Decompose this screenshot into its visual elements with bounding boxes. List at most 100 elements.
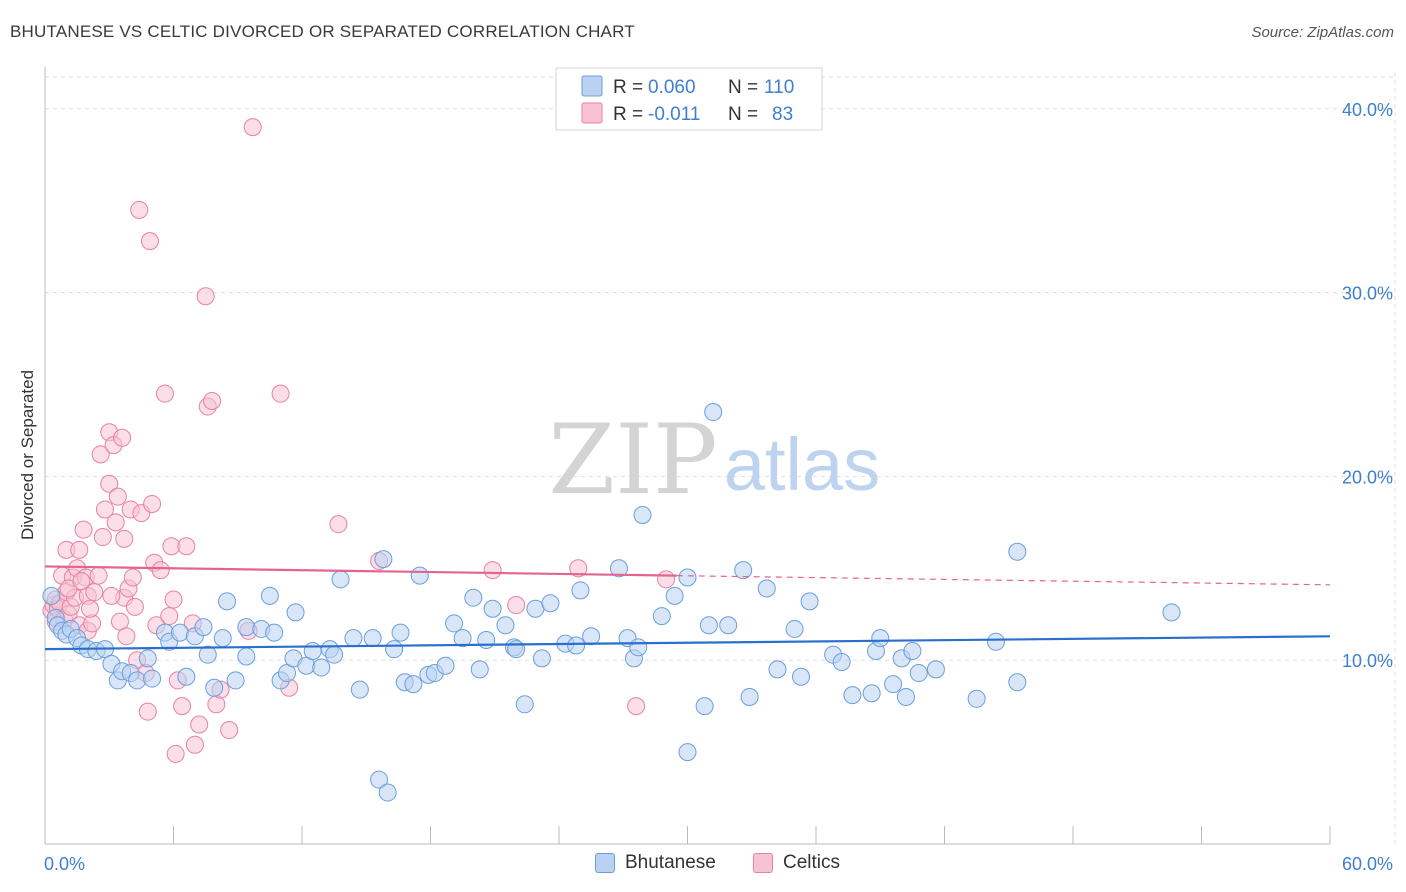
- celtics-trend-extension: [676, 575, 1331, 586]
- bhutanese-point: [1162, 603, 1181, 622]
- celtics-point: [190, 715, 209, 734]
- bhutanese-point: [652, 607, 671, 626]
- legend-swatch-bhutanese: [595, 853, 615, 873]
- x-tick-label-min: 0.0%: [44, 854, 85, 874]
- celtics-point: [203, 392, 222, 411]
- bhutanese-point: [785, 619, 804, 638]
- bhutanese-point: [704, 403, 723, 422]
- bhutanese-point: [464, 588, 483, 607]
- legend-swatch-pink: [581, 102, 603, 124]
- celtics-point: [162, 537, 181, 556]
- legend-swatch-blue: [581, 75, 603, 97]
- bhutanese-point: [312, 658, 331, 677]
- bhutanese-point: [832, 653, 851, 672]
- bhutanese-point: [344, 629, 363, 648]
- legend-top: R = 0.060 N = 110 R = -0.011 N = 83: [555, 67, 823, 131]
- celtics-point: [160, 607, 179, 626]
- bhutanese-point: [363, 629, 382, 648]
- chart-title: BHUTANESE VS CELTIC DIVORCED OR SEPARATE…: [10, 22, 635, 41]
- bhutanese-point: [678, 743, 697, 762]
- bhutanese-point: [515, 695, 534, 714]
- celtics-point: [95, 500, 114, 519]
- trend-lines: [44, 565, 1331, 651]
- celtics-point: [143, 494, 162, 513]
- celtics-point: [166, 744, 185, 763]
- celtics-point: [123, 568, 142, 587]
- celtics-point: [177, 537, 196, 556]
- y-axis-label: Divorced or Separated: [18, 370, 37, 540]
- bhutanese-point: [862, 684, 881, 703]
- bhutanese-point: [909, 664, 928, 683]
- celtics-point: [130, 200, 149, 219]
- legend-label-bhutanese: Bhutanese: [625, 852, 716, 873]
- legend-n-label-blue: N =: [728, 77, 758, 98]
- celtics-point: [140, 232, 159, 251]
- celtics-points: [42, 118, 676, 763]
- celtics-point: [483, 561, 502, 580]
- bhutanese-point: [138, 649, 157, 668]
- bhutanese-point: [884, 675, 903, 694]
- bhutanese-point: [699, 616, 718, 635]
- bhutanese-point: [678, 568, 697, 587]
- bhutanese-trend-line: [44, 635, 1331, 651]
- legend-swatch-celtics: [753, 853, 773, 873]
- celtics-point: [100, 474, 119, 493]
- bhutanese-point: [177, 667, 196, 686]
- watermark-atlas: atlas: [724, 423, 880, 506]
- bhutanese-point: [1008, 542, 1027, 561]
- bhutanese-point: [843, 686, 862, 705]
- celtics-point: [102, 586, 121, 605]
- bhutanese-point: [629, 638, 648, 657]
- bhutanese-point: [896, 687, 915, 706]
- bhutanese-point: [226, 671, 245, 690]
- celtics-point: [85, 583, 104, 602]
- legend-n-value-blue: 110: [764, 77, 794, 98]
- celtics-trend-line: [44, 565, 677, 577]
- bhutanese-point: [331, 570, 350, 589]
- bhutanese-point: [757, 579, 776, 598]
- celtics-point: [108, 487, 127, 506]
- bhutanese-point: [265, 623, 284, 642]
- bhutanese-point: [128, 671, 147, 690]
- bhutanese-point: [633, 505, 652, 524]
- celtics-point: [220, 721, 239, 740]
- grid-lines: [45, 72, 1396, 844]
- bhutanese-point: [404, 675, 423, 694]
- celtics-point: [93, 528, 112, 547]
- celtics-point: [173, 697, 192, 716]
- celtics-point: [271, 384, 290, 403]
- bhutanese-point: [260, 586, 279, 605]
- celtics-point: [329, 515, 348, 534]
- watermark: ZIP atlas: [548, 404, 880, 516]
- celtics-point: [569, 559, 588, 578]
- celtics-point: [113, 428, 132, 447]
- legend-bottom: Bhutanese Celtics: [0, 852, 1406, 876]
- legend-r-value-blue: 0.060: [648, 77, 696, 98]
- bhutanese-point: [695, 697, 714, 716]
- legend-label-celtics: Celtics: [783, 852, 841, 873]
- celtics-point: [657, 570, 676, 589]
- bhutanese-point: [170, 623, 189, 642]
- bhutanese-point: [325, 645, 344, 664]
- celtics-point: [164, 590, 183, 609]
- bhutanese-point: [453, 629, 472, 648]
- bhutanese-point: [445, 614, 464, 633]
- legend-n-label-pink: N =: [728, 104, 758, 125]
- bhutanese-point: [370, 770, 389, 789]
- celtics-point: [196, 287, 215, 306]
- bhutanese-point: [507, 640, 526, 659]
- axes: 10.0% 20.0% 30.0% 40.0% 0.0% 60.0%: [44, 67, 1393, 874]
- bhutanese-point: [1008, 673, 1027, 692]
- bhutanese-point: [768, 660, 787, 679]
- bhutanese-point: [205, 678, 224, 697]
- bhutanese-point: [391, 623, 410, 642]
- bhutanese-point: [571, 581, 590, 600]
- celtics-point: [91, 445, 110, 464]
- celtics-point: [243, 118, 262, 137]
- bhutanese-point: [477, 630, 496, 649]
- bhutanese-point: [719, 616, 738, 635]
- legend-r-value-pink: -0.011: [648, 104, 700, 125]
- celtics-point: [115, 529, 134, 548]
- y-tick-label: 40.0%: [1342, 100, 1393, 120]
- legend-r-label-pink: R =: [613, 104, 643, 125]
